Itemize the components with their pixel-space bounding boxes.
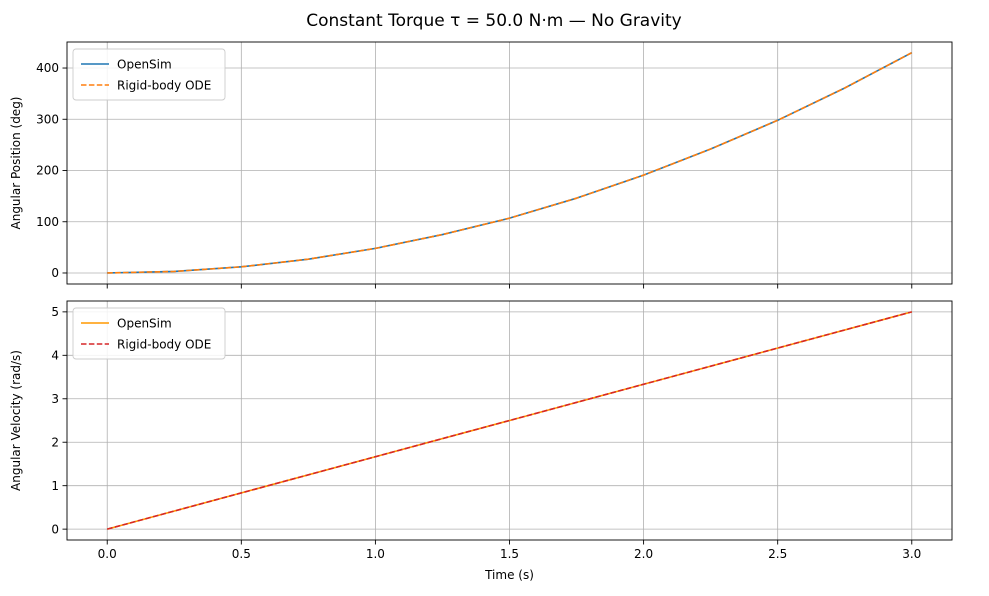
- legend-label: OpenSim: [117, 57, 172, 71]
- y-tick-label: 3: [51, 392, 59, 406]
- legend-box: [72, 307, 226, 360]
- x-axis-label: Time (s): [484, 568, 534, 582]
- x-tick-label: 2.0: [634, 547, 653, 561]
- legend-label: Rigid-body ODE: [117, 78, 211, 92]
- y-tick-label: 100: [36, 215, 59, 229]
- x-tick-label: 2.5: [768, 547, 787, 561]
- y-tick-label: 2: [51, 435, 59, 449]
- y-tick-label: 300: [36, 112, 59, 126]
- legend: OpenSim Rigid-body ODE: [72, 48, 226, 101]
- legend-label: Rigid-body ODE: [117, 337, 211, 351]
- series-line-2: [107, 51, 913, 274]
- legend-label: OpenSim: [117, 316, 172, 330]
- y-axis-label: Angular Position (deg): [9, 97, 23, 230]
- x-tick-label: 0.0: [98, 547, 117, 561]
- y-axis-label: Angular Velocity (rad/s): [9, 350, 23, 491]
- y-tick-label: 1: [51, 479, 59, 493]
- figure-title: Constant Torque τ = 50.0 N·m — No Gravit…: [306, 11, 682, 31]
- subplot-1: 0 100 200 300 400 Angular Position (deg) OpenS…: [9, 41, 953, 289]
- legend-box: [72, 48, 226, 101]
- y-tick-label: 400: [36, 61, 59, 75]
- y-tick-label: 5: [51, 305, 59, 319]
- x-tick-label: 0.5: [232, 547, 251, 561]
- subplot-2: 0.0 0.5 1.0 1.5 2.0 2.5 3.0 0 1 2 3 4 5 Angular Veloc…: [9, 300, 953, 582]
- y-tick-label: 200: [36, 164, 59, 178]
- x-tick-label: 3.0: [902, 547, 921, 561]
- series-line-2: [107, 311, 912, 530]
- x-tick-label: 1.0: [366, 547, 385, 561]
- x-tick-label: 1.5: [500, 547, 519, 561]
- y-tick-label: 0: [51, 266, 59, 280]
- y-tick-label: 4: [51, 349, 59, 363]
- legend: OpenSim Rigid-body ODE: [72, 307, 226, 360]
- y-tick-label: 0: [51, 522, 59, 536]
